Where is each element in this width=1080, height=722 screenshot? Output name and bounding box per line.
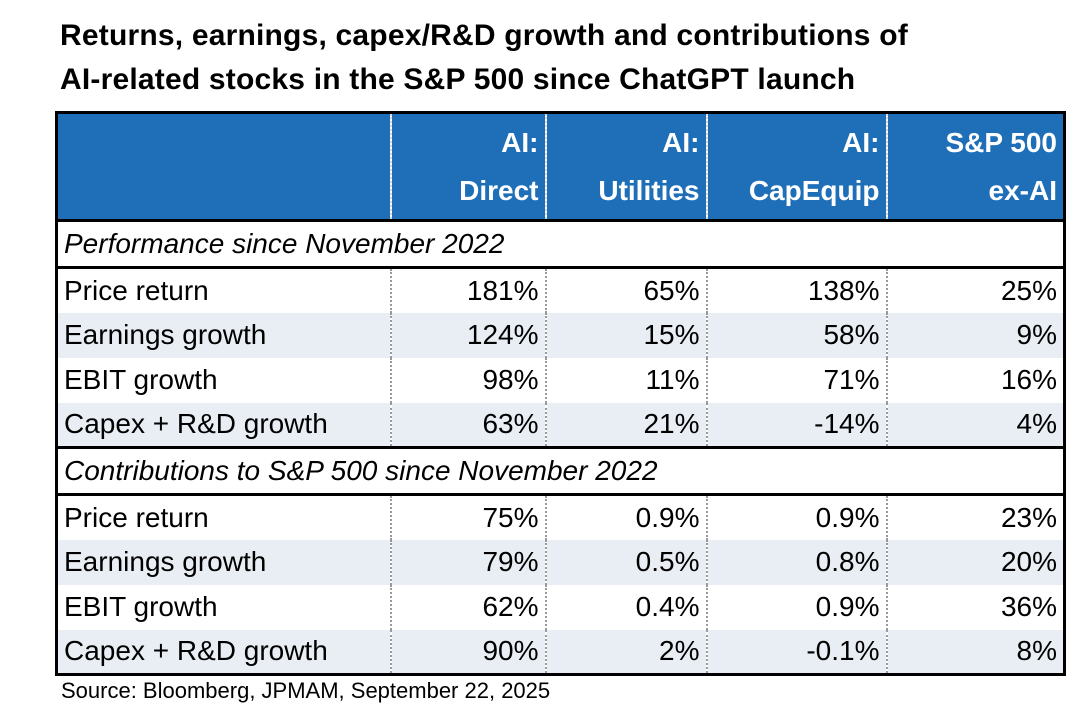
cell-sp500-ex-ai: 23%	[885, 494, 1065, 540]
cell-sp500-ex-ai: 8%	[885, 629, 1065, 675]
header-line-1: S&P 500	[945, 126, 1057, 158]
cell-ai-direct: 90%	[389, 629, 546, 675]
cell-sp500-ex-ai: 4%	[885, 402, 1065, 448]
header-line-1: AI:	[662, 126, 700, 158]
cell-sp500-ex-ai: 16%	[885, 357, 1065, 403]
table-row: Price return 181% 65% 138% 25%	[56, 267, 1065, 313]
cell-ai-direct: 63%	[389, 402, 546, 448]
section-title: Contributions to S&P 500 since November …	[56, 446, 1065, 496]
cell-ai-utilities: 0.9%	[544, 494, 707, 540]
row-label: Price return	[56, 494, 392, 540]
cell-ai-direct: 181%	[389, 267, 546, 313]
cell-ai-capequip: 58%	[705, 312, 887, 358]
cell-ai-direct: 75%	[389, 494, 546, 540]
table-row: Price return 75% 0.9% 0.9% 23%	[56, 494, 1065, 540]
cell-sp500-ex-ai: 20%	[885, 539, 1065, 585]
header-row: AI: Direct AI: Utilities AI: CapEquip S&…	[56, 112, 1065, 221]
header-line-2: Direct	[459, 174, 539, 206]
cell-ai-capequip: -14%	[705, 402, 887, 448]
cell-ai-utilities: 2%	[544, 629, 707, 675]
section-row-contributions: Contributions to S&P 500 since November …	[56, 446, 1065, 496]
cell-ai-utilities: 0.5%	[544, 539, 707, 585]
table-row: Earnings growth 124% 15% 58% 9%	[56, 312, 1065, 358]
cell-ai-direct: 98%	[389, 357, 546, 403]
cell-ai-utilities: 15%	[544, 312, 707, 358]
source-note: Source: Bloomberg, JPMAM, September 22, …	[61, 678, 551, 703]
table-row: Capex + R&D growth 63% 21% -14% 4%	[56, 402, 1065, 448]
cell-ai-capequip: 0.9%	[705, 584, 887, 630]
column-header-ai-direct: AI: Direct	[389, 112, 546, 221]
row-label: Capex + R&D growth	[56, 629, 392, 675]
cell-ai-utilities: 65%	[544, 267, 707, 313]
cell-ai-capequip: -0.1%	[705, 629, 887, 675]
row-label: EBIT growth	[56, 357, 392, 403]
cell-ai-capequip: 0.8%	[705, 539, 887, 585]
data-table: AI: Direct AI: Utilities AI: CapEquip S&…	[55, 111, 1066, 676]
cell-ai-direct: 62%	[389, 584, 546, 630]
title-line-2: AI-related stocks in the S&P 500 since C…	[60, 63, 856, 96]
section-row-performance: Performance since November 2022	[56, 219, 1065, 269]
cell-ai-utilities: 11%	[544, 357, 707, 403]
column-header-sp500-ex-ai: S&P 500 ex-AI	[885, 112, 1065, 221]
row-label: Capex + R&D growth	[56, 402, 392, 448]
header-line-2: CapEquip	[748, 174, 880, 206]
cell-ai-capequip: 0.9%	[705, 494, 887, 540]
cell-ai-capequip: 138%	[705, 267, 887, 313]
table-row: Earnings growth 79% 0.5% 0.8% 20%	[56, 539, 1065, 585]
row-label: EBIT growth	[56, 584, 392, 630]
title-line-1: Returns, earnings, capex/R&D growth and …	[60, 19, 908, 52]
header-line-2: ex-AI	[988, 174, 1057, 206]
column-header-ai-capequip: AI: CapEquip	[705, 112, 887, 221]
table-row: EBIT growth 98% 11% 71% 16%	[56, 357, 1065, 403]
cell-ai-utilities: 21%	[544, 402, 707, 448]
header-line-1: AI:	[842, 126, 880, 158]
header-line-2: Utilities	[598, 174, 700, 206]
cell-sp500-ex-ai: 9%	[885, 312, 1065, 358]
column-header-ai-utilities: AI: Utilities	[544, 112, 707, 221]
header-line-1: AI:	[501, 126, 539, 158]
row-label: Earnings growth	[56, 312, 392, 358]
table-title: Returns, earnings, capex/R&D growth and …	[60, 14, 1070, 102]
cell-ai-direct: 79%	[389, 539, 546, 585]
section-title: Performance since November 2022	[56, 219, 1065, 269]
table-row: EBIT growth 62% 0.4% 0.9% 36%	[56, 584, 1065, 630]
row-label: Price return	[56, 267, 392, 313]
header-empty-cell	[56, 112, 391, 221]
cell-sp500-ex-ai: 36%	[885, 584, 1065, 630]
cell-ai-direct: 124%	[389, 312, 546, 358]
table-row: Capex + R&D growth 90% 2% -0.1% 8%	[56, 629, 1065, 675]
cell-sp500-ex-ai: 25%	[885, 267, 1065, 313]
cell-ai-utilities: 0.4%	[544, 584, 707, 630]
cell-ai-capequip: 71%	[705, 357, 887, 403]
row-label: Earnings growth	[56, 539, 392, 585]
